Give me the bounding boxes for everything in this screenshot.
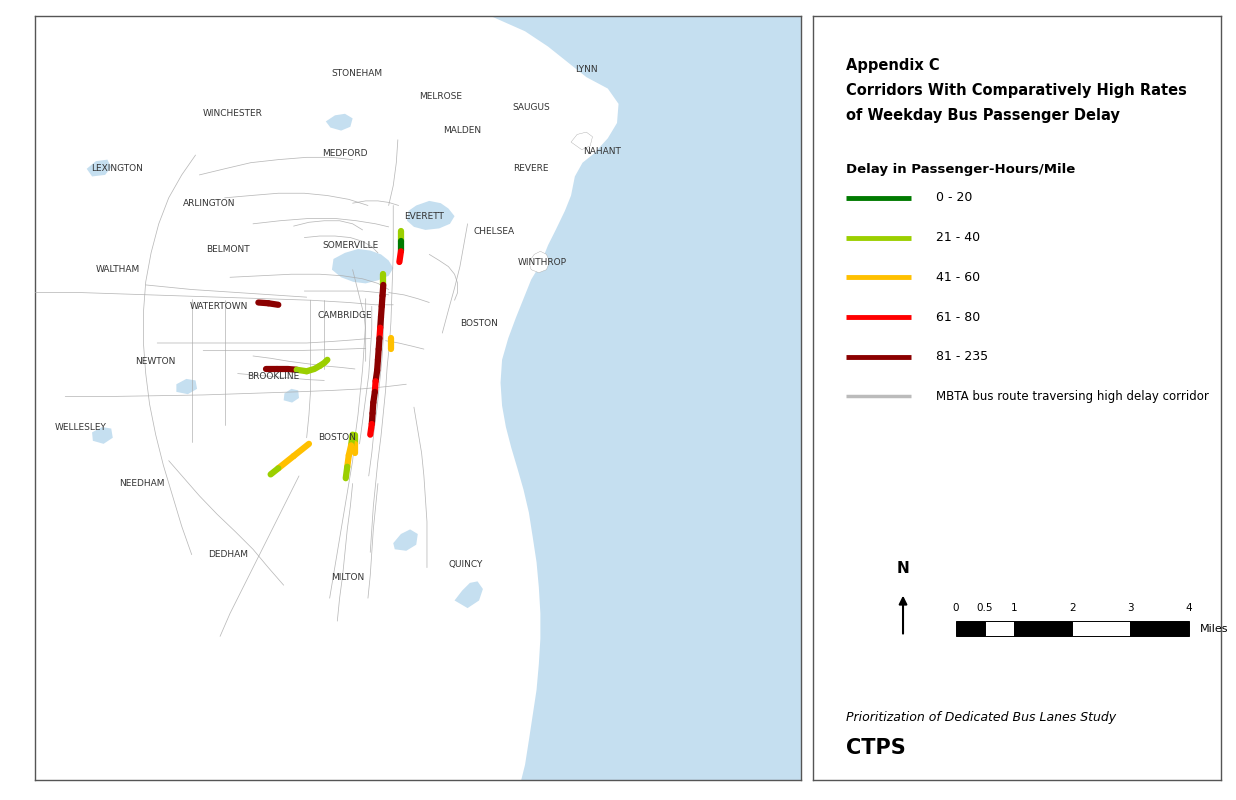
Text: QUINCY: QUINCY [449, 560, 482, 569]
Text: Delay in Passenger-Hours/Mile: Delay in Passenger-Hours/Mile [845, 162, 1075, 176]
Text: SAUGUS: SAUGUS [512, 103, 550, 112]
Polygon shape [407, 201, 455, 230]
Text: 61 - 80: 61 - 80 [936, 310, 980, 323]
Text: 41 - 60: 41 - 60 [936, 270, 980, 284]
Text: REVERE: REVERE [513, 164, 549, 174]
Text: WINTHROP: WINTHROP [518, 258, 566, 266]
Text: 4: 4 [1185, 603, 1192, 614]
Bar [985, 621, 1015, 636]
Text: NAHANT: NAHANT [582, 147, 620, 157]
Bar [1015, 621, 1073, 636]
Polygon shape [332, 249, 393, 283]
Text: BELMONT: BELMONT [206, 245, 250, 254]
Polygon shape [177, 379, 197, 394]
Text: WALTHAM: WALTHAM [95, 265, 140, 274]
Text: CAMBRIDGE: CAMBRIDGE [318, 311, 372, 320]
Text: MALDEN: MALDEN [444, 126, 481, 135]
Text: Miles: Miles [1200, 624, 1229, 634]
Polygon shape [87, 160, 111, 177]
Text: DEDHAM: DEDHAM [208, 550, 247, 559]
Text: 3: 3 [1127, 603, 1133, 614]
Text: Corridors With Comparatively High Rates: Corridors With Comparatively High Rates [845, 83, 1187, 98]
Polygon shape [455, 582, 483, 608]
Text: 0 - 20: 0 - 20 [936, 191, 971, 204]
Polygon shape [393, 530, 418, 550]
Text: BOSTON: BOSTON [460, 319, 498, 328]
Text: BOSTON: BOSTON [319, 434, 356, 442]
Text: NEWTON: NEWTON [136, 357, 176, 366]
Text: LEXINGTON: LEXINGTON [91, 164, 143, 174]
Text: MBTA bus route traversing high delay corridor: MBTA bus route traversing high delay cor… [936, 390, 1209, 403]
Text: SOMERVILLE: SOMERVILLE [323, 241, 378, 250]
Text: 81 - 235: 81 - 235 [936, 350, 988, 363]
Text: MILTON: MILTON [331, 573, 363, 582]
Text: MELROSE: MELROSE [419, 92, 462, 101]
Polygon shape [491, 16, 801, 780]
Text: EVERETT: EVERETT [404, 212, 444, 221]
Text: of Weekday Bus Passenger Delay: of Weekday Bus Passenger Delay [845, 109, 1120, 123]
Polygon shape [283, 389, 299, 402]
Text: MEDFORD: MEDFORD [323, 149, 368, 158]
Text: ARLINGTON: ARLINGTON [183, 198, 236, 208]
Polygon shape [91, 427, 112, 444]
Text: NEEDHAM: NEEDHAM [119, 479, 164, 488]
Bar [957, 621, 985, 636]
Bar [1131, 621, 1189, 636]
Text: 0.5: 0.5 [976, 603, 994, 614]
Text: N: N [896, 561, 910, 576]
Text: Appendix C: Appendix C [845, 58, 939, 73]
Text: WINCHESTER: WINCHESTER [203, 110, 262, 118]
Text: CHELSEA: CHELSEA [473, 227, 515, 236]
Text: 0: 0 [953, 603, 959, 614]
Text: CTPS: CTPS [845, 738, 906, 758]
Polygon shape [529, 251, 550, 273]
Text: LYNN: LYNN [575, 65, 598, 74]
Text: BROOKLINE: BROOKLINE [247, 372, 300, 381]
Polygon shape [571, 132, 592, 150]
Text: WATERTOWN: WATERTOWN [189, 302, 247, 311]
Text: 21 - 40: 21 - 40 [936, 231, 980, 244]
Text: WELLESLEY: WELLESLEY [54, 422, 106, 431]
Text: Prioritization of Dedicated Bus Lanes Study: Prioritization of Dedicated Bus Lanes St… [845, 711, 1116, 724]
Polygon shape [326, 114, 352, 130]
Text: 2: 2 [1069, 603, 1075, 614]
Text: 1: 1 [1011, 603, 1017, 614]
Bar [1073, 621, 1131, 636]
Text: STONEHAM: STONEHAM [331, 69, 382, 78]
